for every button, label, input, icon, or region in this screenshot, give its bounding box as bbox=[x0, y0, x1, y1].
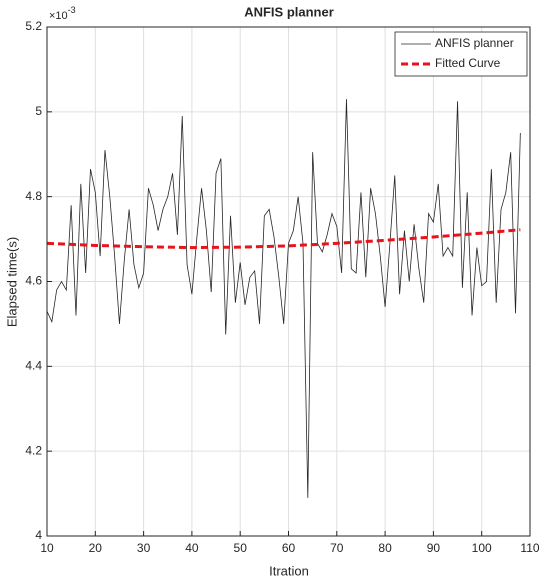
y-tick-label: 4.6 bbox=[25, 274, 42, 288]
x-tick-label: 80 bbox=[378, 541, 392, 555]
y-tick-label: 4.8 bbox=[25, 189, 42, 203]
x-axis-label: Itration bbox=[269, 563, 309, 578]
x-tick-label: 20 bbox=[89, 541, 103, 555]
y-multiplier-exp: -3 bbox=[68, 5, 76, 15]
y-tick-label: 4.2 bbox=[25, 443, 42, 457]
x-tick-label: 90 bbox=[427, 541, 441, 555]
y-tick-label: 4.4 bbox=[25, 359, 42, 373]
plot-border bbox=[46, 26, 531, 537]
chart-title: ANFIS planner bbox=[244, 4, 334, 19]
x-tick-label: 50 bbox=[234, 541, 248, 555]
x-tick-label: 40 bbox=[185, 541, 199, 555]
x-tick-label: 100 bbox=[472, 541, 492, 555]
legend-label: Fitted Curve bbox=[435, 56, 501, 70]
x-tick-label: 30 bbox=[137, 541, 151, 555]
y-tick-label: 5 bbox=[35, 104, 42, 118]
data-line bbox=[46, 228, 521, 250]
y-multiplier: ×10-3 bbox=[49, 5, 76, 22]
legend-box bbox=[394, 31, 528, 77]
y-axis-label: Elapsed time(s) bbox=[4, 237, 19, 327]
x-tick-label: 70 bbox=[330, 541, 344, 555]
legend-label: ANFIS planner bbox=[435, 36, 514, 50]
y-tick-label: 4 bbox=[35, 528, 42, 542]
x-tick-label: 110 bbox=[520, 541, 539, 555]
y-tick-label: 5.2 bbox=[25, 19, 42, 33]
y-multiplier-base: ×10 bbox=[49, 10, 68, 22]
x-tick-label: 60 bbox=[282, 541, 296, 555]
x-tick-label: 10 bbox=[40, 541, 54, 555]
data-line bbox=[46, 99, 521, 498]
